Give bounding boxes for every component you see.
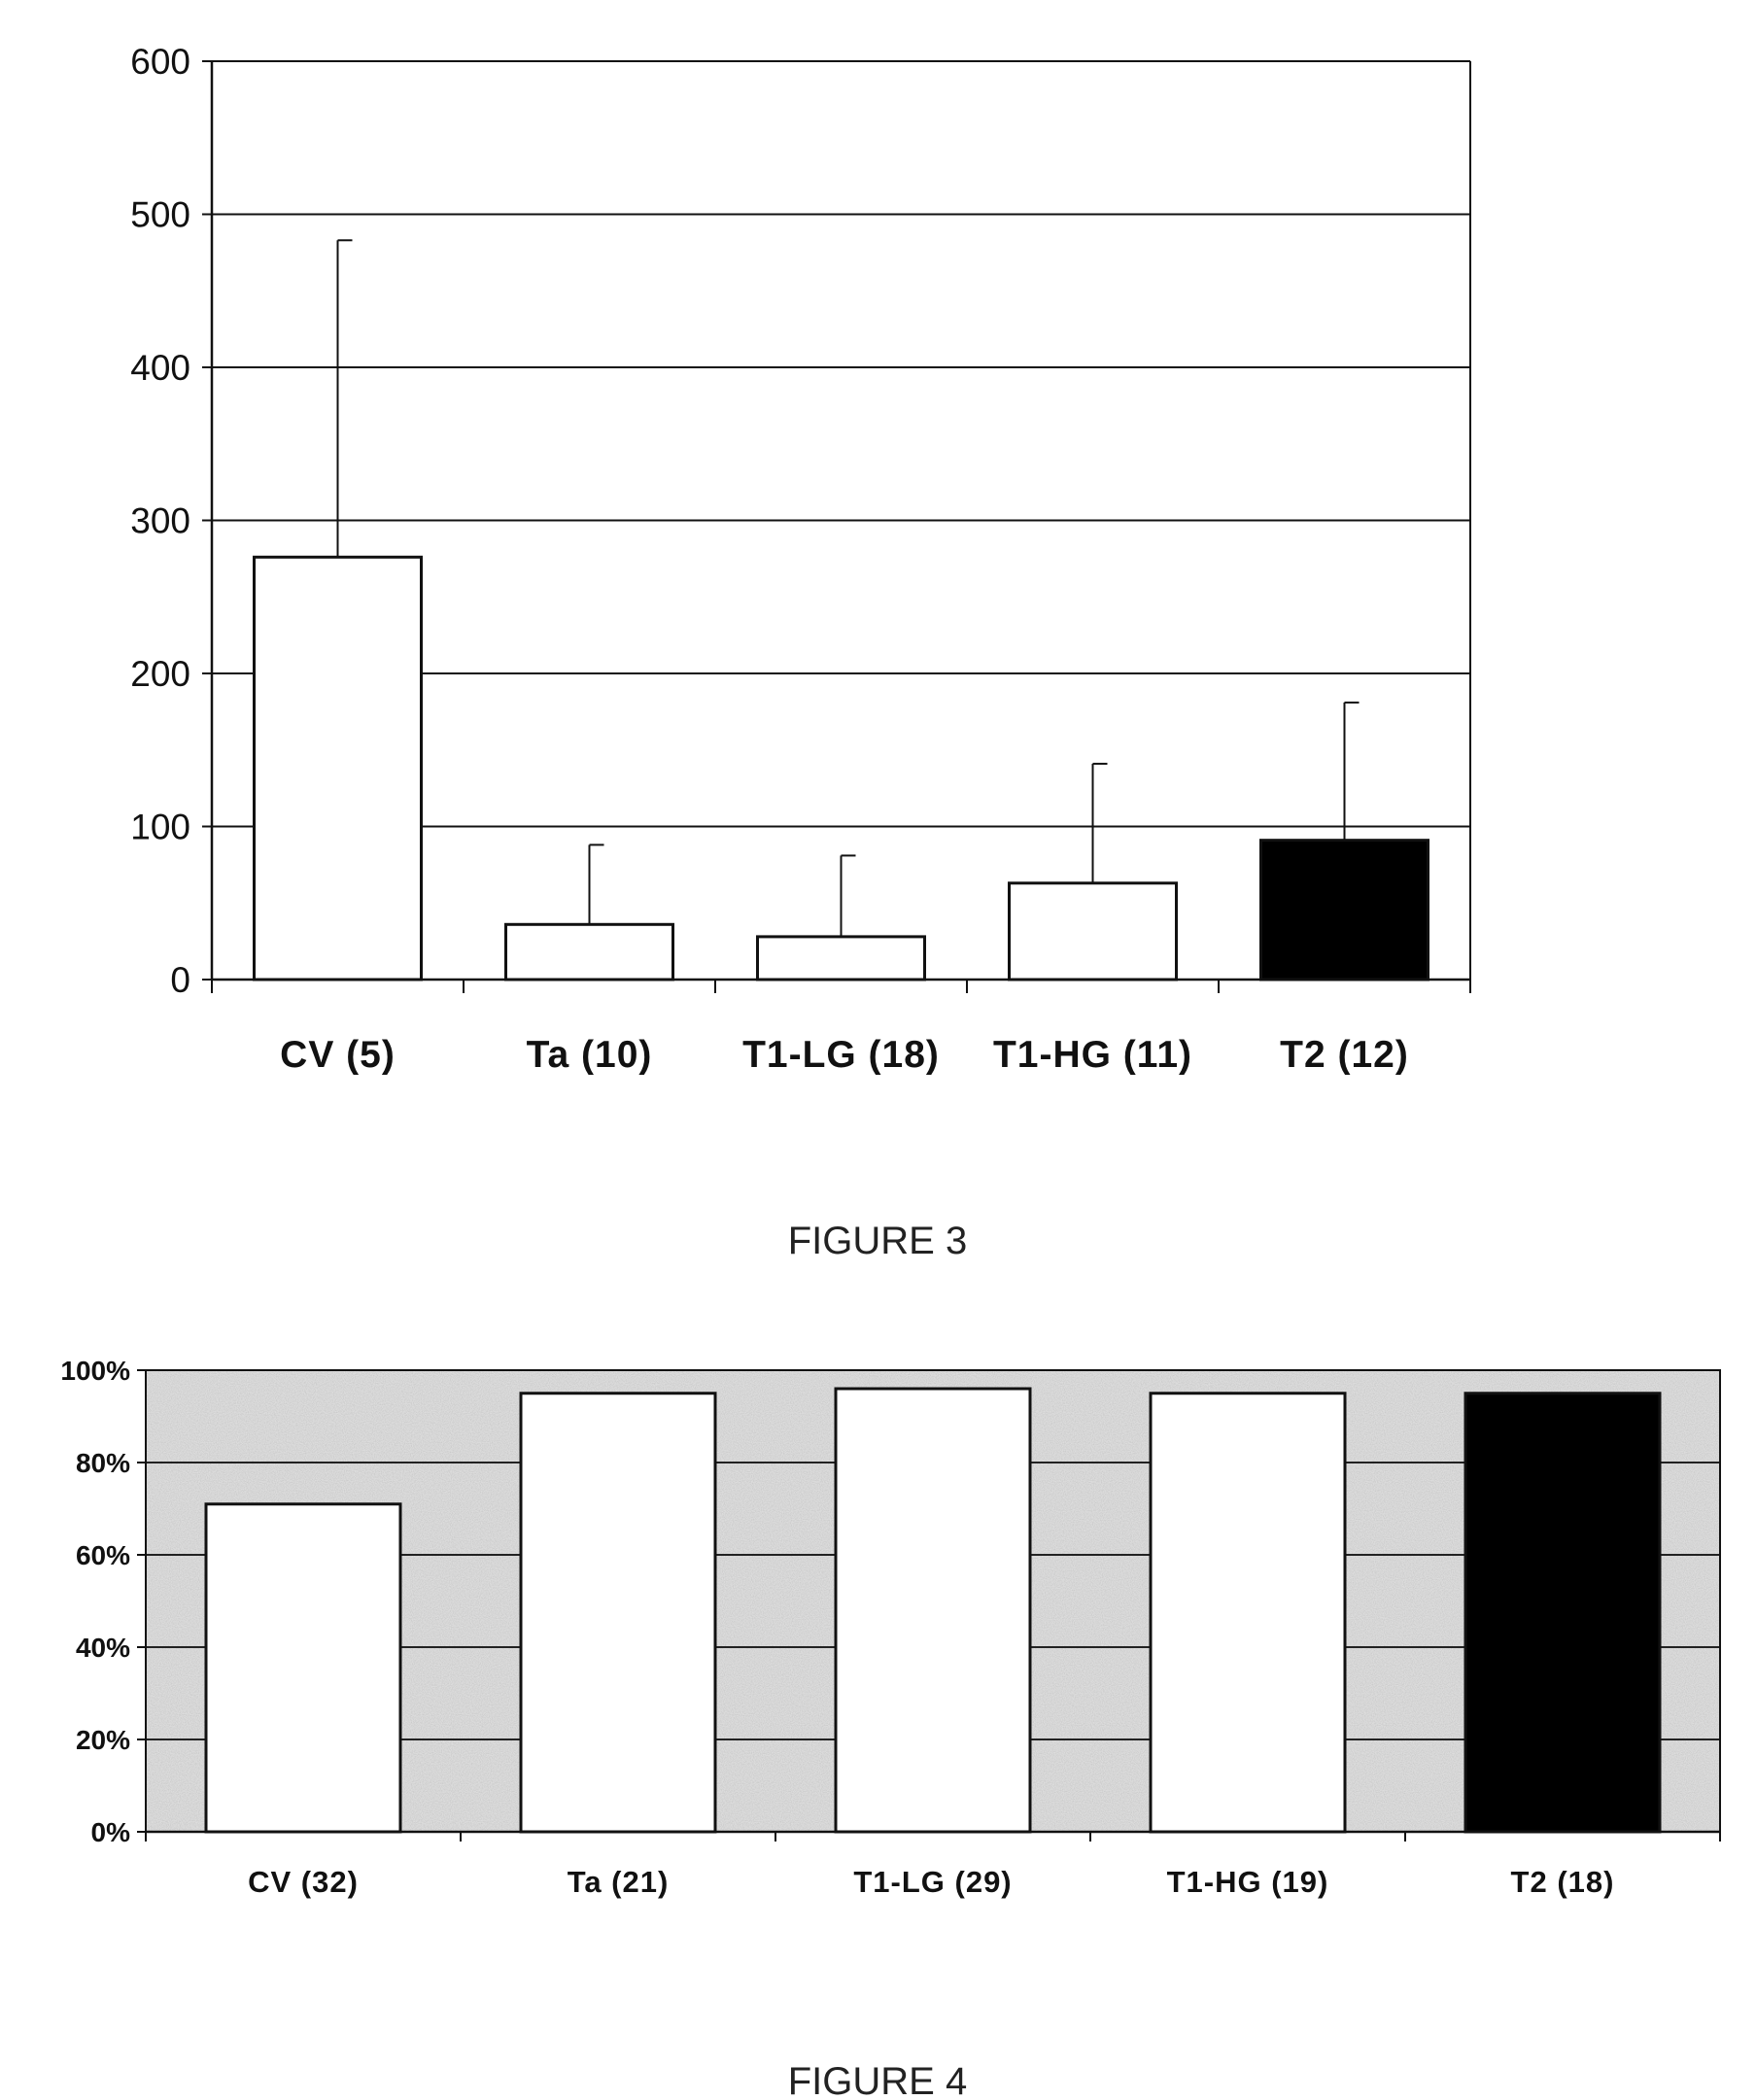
figure-3-chart: 0 100 200 300 400 500 600 CV (5) Ta (10) T1-LG (1… bbox=[130, 42, 1470, 1076]
y-tick-label: 60% bbox=[76, 1540, 130, 1570]
bar bbox=[1261, 841, 1429, 980]
bar bbox=[521, 1394, 715, 1832]
figure-3-caption: FIGURE 3 bbox=[788, 1220, 967, 1262]
bar bbox=[1010, 883, 1177, 980]
y-tick-label: 0 bbox=[170, 960, 190, 1000]
x-category-label: T2 (18) bbox=[1511, 1865, 1615, 1899]
x-category-label: T1-HG (19) bbox=[1167, 1865, 1329, 1899]
y-tick-label: 400 bbox=[130, 348, 190, 388]
y-tick-label: 40% bbox=[76, 1633, 130, 1663]
bar bbox=[1465, 1394, 1660, 1832]
y-tick-label: 100 bbox=[130, 808, 190, 847]
figure-4-chart: 0% 20% 40% 60% 80% 100% CV (32) Ta (21) T1-LG (2… bbox=[60, 1356, 1720, 1899]
y-tick-label: 600 bbox=[130, 42, 190, 82]
x-category-label: Ta (21) bbox=[568, 1865, 670, 1899]
x-category-label: CV (5) bbox=[280, 1034, 396, 1076]
bar bbox=[506, 924, 673, 980]
y-tick-label: 20% bbox=[76, 1725, 130, 1755]
y-tick-label: 0% bbox=[91, 1817, 131, 1847]
x-category-label: T2 (12) bbox=[1280, 1034, 1409, 1076]
y-tick-label: 100% bbox=[60, 1356, 130, 1386]
x-category-label: CV (32) bbox=[248, 1865, 359, 1899]
x-category-label: Ta (10) bbox=[527, 1034, 653, 1076]
bar bbox=[206, 1504, 400, 1832]
y-tick-label: 200 bbox=[130, 654, 190, 694]
x-category-label: T1-HG (11) bbox=[993, 1034, 1192, 1076]
bar bbox=[1151, 1394, 1345, 1832]
x-category-label: T1-LG (29) bbox=[853, 1865, 1012, 1899]
y-tick-label: 500 bbox=[130, 195, 190, 235]
y-tick-label: 80% bbox=[76, 1448, 130, 1478]
figure-4-caption: FIGURE 4 bbox=[788, 2060, 967, 2100]
bar bbox=[255, 557, 422, 980]
x-category-label: T1-LG (18) bbox=[742, 1034, 940, 1076]
bar bbox=[836, 1389, 1030, 1832]
bar bbox=[758, 937, 925, 980]
y-tick-label: 300 bbox=[130, 501, 190, 541]
